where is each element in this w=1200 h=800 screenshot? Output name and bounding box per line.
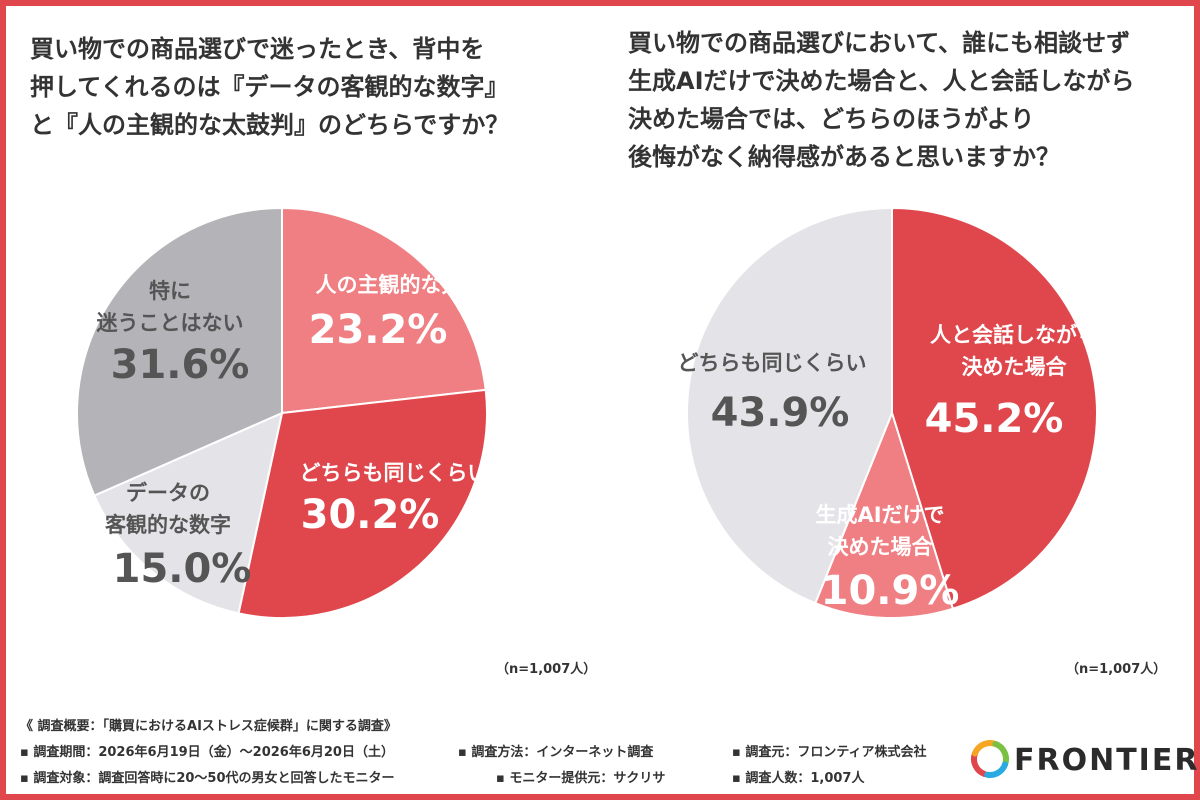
question-2-line: 後悔がなく納得感があると思いますか？: [628, 143, 1060, 171]
pie-1-slice-2-label: どちらも同じくらい: [300, 461, 489, 485]
question-2-title: 買い物での商品選びにおいて、誰にも相談せず 生成AIだけで決めた場合と、人と会話…: [628, 24, 1135, 176]
pie-1-slice-1: [281, 206, 487, 415]
logo-arc: [992, 740, 1009, 768]
logo-arc: [971, 740, 999, 757]
question-1-line: 押してくれるのは『データの客観的な数字』: [30, 73, 509, 101]
pie-2-slice-2: [814, 410, 955, 619]
survey-source: ▪ 調査元：フロンティア株式会社: [732, 745, 927, 760]
survey-target: ▪ 調査対象：調査回答時に20〜50代の男女と回答したモニター: [20, 771, 395, 786]
survey-count: ▪ 調査人数：1,007人: [732, 771, 865, 786]
pie-2-slice-1-label: 決めた場合: [962, 355, 1068, 379]
pie-1-slice-3-label: データの: [126, 481, 210, 505]
pie-1-slice-4-label: 特に: [149, 279, 191, 303]
pie-1-slice-4-value: 31.6%: [111, 342, 250, 388]
pie-1-slice-1-value: 23.2%: [309, 307, 448, 353]
sample-size-note-2: （n=1,007人）: [1066, 662, 1167, 677]
pie-2-slice-1-value: 45.2%: [925, 396, 1064, 442]
pie-2-slice-3-value: 43.9%: [711, 390, 850, 436]
question-2-line: 買い物での商品選びにおいて、誰にも相談せず: [628, 29, 1131, 57]
pie-1-slice-2-value: 30.2%: [301, 492, 440, 538]
frontier-logo: FRONTIER: [968, 737, 1197, 787]
survey-overview: 《 調査概要：「購買におけるAIストレス症候群」に関する調査》: [20, 719, 397, 734]
pie-chart-2: 人と会話しながら決めた場合45.2%生成AIだけで決めた場合10.9%どちらも同…: [678, 206, 1098, 619]
question-2-line: 決めた場合では、どちらのほうがより: [628, 105, 1035, 133]
pie-2-slice-3: [686, 206, 893, 605]
question-1-line: 買い物での商品選びで迷ったとき、背中を: [30, 35, 485, 63]
question-1-title: 買い物での商品選びで迷ったとき、背中を 押してくれるのは『データの客観的な数字』…: [30, 30, 509, 144]
sample-size-note-1: （n=1,007人）: [496, 662, 597, 677]
pie-1-slice-3: [93, 411, 284, 615]
pie-2-slice-1-label: 人と会話しながら: [930, 323, 1098, 347]
frontier-logo-text: FRONTIER: [1014, 743, 1200, 778]
survey-period: ▪ 調査期間：2026年6月19日（金）〜2026年6月20日（土）: [20, 745, 394, 760]
pie-chart-1: 人の主観的な太鼓判 23.2% どちらも同じくらい 30.2% データの客観的な数字 15…: [76, 206, 505, 619]
pie-2-slice-3-label: どちらも同じくらい: [678, 351, 867, 375]
pie-1-slice-1-label: 人の主観的な太鼓判: [316, 273, 505, 297]
logo-arc: [971, 750, 988, 778]
pie-2-slice-1: [891, 206, 1098, 611]
pie-1-slice-3-label: 客観的な数字: [105, 513, 231, 537]
question-2-line: 生成AIだけで決めた場合と、人と会話しながら: [628, 67, 1135, 95]
question-1-line: と『人の主観的な太鼓判』のどちらですか？: [30, 111, 510, 139]
survey-provider: ▪ モニター提供元：サクリサ: [496, 771, 666, 786]
pie-2-slice-2-label: 決めた場合: [828, 535, 934, 559]
pie-1-slice-3-value: 15.0%: [113, 546, 252, 592]
pie-2-slice-2-label: 生成AIだけで: [815, 503, 944, 527]
survey-method: ▪ 調査方法：インターネット調査: [458, 745, 654, 760]
pie-1-slice-2: [237, 388, 488, 619]
frontier-logo-icon: [971, 740, 1009, 778]
pie-2-slice-2-value: 10.9%: [821, 568, 960, 614]
logo-arc: [984, 761, 1009, 778]
pie-1-slice-4-label: 迷うことはない: [96, 311, 244, 335]
pie-1-slice-4: [76, 206, 283, 497]
